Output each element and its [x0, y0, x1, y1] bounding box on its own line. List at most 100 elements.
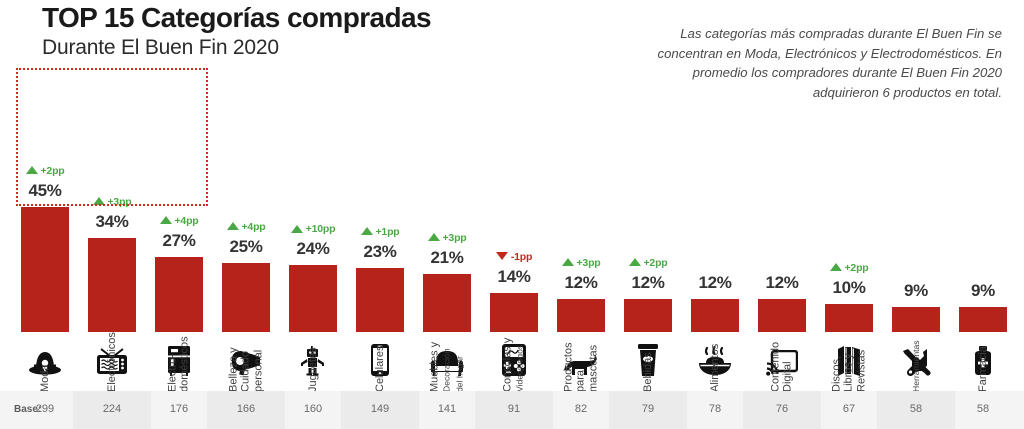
bar[interactable]	[222, 262, 270, 332]
bar-column[interactable]: +3pp 34%	[79, 58, 145, 388]
bar-value-label: 21%	[430, 247, 464, 267]
smartphone-icon	[347, 338, 413, 376]
delta-badge: +4pp	[213, 221, 279, 233]
bar-column[interactable]: -1pp 14%	[481, 58, 547, 388]
category-label: Productos para mascotas	[548, 318, 614, 392]
bar-value-label: 9%	[904, 281, 928, 300]
television-icon	[79, 338, 145, 376]
base-value: 224	[102, 403, 122, 415]
bar-value-label: 12%	[564, 272, 598, 292]
base-band	[743, 391, 821, 429]
delta-badge: +2pp	[816, 262, 882, 274]
bar[interactable]	[959, 307, 1007, 332]
bar[interactable]	[88, 237, 136, 332]
category-label-text: Electro-domésticos	[167, 336, 192, 392]
bar-value-label: 23%	[363, 242, 397, 262]
bar[interactable]	[21, 207, 69, 332]
bar-column[interactable]: +3pp 12%	[548, 58, 614, 388]
triangle-up-icon	[561, 257, 574, 266]
delta-value: -1pp	[510, 251, 533, 264]
category-label: Herramientas	[883, 318, 949, 392]
category-label: Electrónicos	[79, 318, 145, 392]
base-value: 141	[437, 403, 457, 415]
triangle-up-icon	[360, 227, 373, 236]
bar[interactable]	[423, 273, 471, 332]
base-band	[341, 391, 419, 429]
bar-column[interactable]: +2pp 10%	[816, 58, 882, 388]
bar-column[interactable]: +4pp 25%	[213, 58, 279, 388]
base-footer-row: Base: 299 224 176 166 160 149 141 91 82 79 78 76 67 5…	[0, 391, 1024, 429]
base-value: 82	[574, 403, 588, 415]
category-label-text: Moda	[39, 364, 51, 392]
bar-column[interactable]: +1pp 23%	[347, 58, 413, 388]
category-label: Celulares	[347, 318, 413, 392]
category-label-row: Moda Electrónicos Electro-domésticos Bellez…	[0, 318, 1024, 392]
triangle-up-icon	[628, 257, 641, 266]
category-label: Alimentos	[682, 318, 748, 392]
coffee-cup-icon	[615, 338, 681, 376]
category-label-line: Muebles y	[428, 341, 441, 392]
bar-column[interactable]: 12%	[682, 58, 748, 388]
base-value: 149	[370, 403, 390, 415]
base-value: 78	[708, 403, 722, 415]
category-label-line: Discos,	[830, 355, 843, 392]
bar-value-label: 14%	[497, 267, 531, 287]
delta-value: +3pp	[442, 231, 467, 244]
category-label-line: Productos	[562, 342, 575, 392]
bar[interactable]	[557, 298, 605, 332]
bar-column[interactable]: +2pp 12%	[615, 58, 681, 388]
category-label-text: Bebidas	[642, 352, 654, 392]
bar[interactable]	[155, 257, 203, 332]
bar[interactable]	[892, 307, 940, 332]
category-label: Juguetes	[280, 318, 346, 392]
delta-value: +1pp	[375, 226, 400, 239]
robot-toy-icon	[280, 338, 346, 376]
category-label-text: Juguetes	[307, 347, 319, 392]
bar-chart-plot: +2pp 45% +3pp 34% +4pp 27% +4pp 25% +10pp 24% +1pp…	[0, 58, 1024, 388]
chart-header: TOP 15 Categorías compradas Durante El B…	[0, 0, 1024, 100]
bar-value-label: 34%	[95, 211, 129, 231]
category-label-line: Juguetes	[306, 347, 319, 392]
bar[interactable]	[758, 298, 806, 332]
category-label-line: Digital	[782, 361, 794, 392]
bar[interactable]	[624, 298, 672, 332]
category-label-line: Alimentos	[708, 343, 721, 392]
delta-value: +2pp	[643, 256, 668, 269]
bar-column[interactable]: +3pp 21%	[414, 58, 480, 388]
triangle-up-icon	[92, 196, 105, 205]
category-label-line: Consolas y	[501, 337, 514, 392]
screencast-icon	[749, 338, 815, 376]
delta-badge: +3pp	[79, 196, 145, 208]
category-label: Contenido Digital	[749, 318, 815, 392]
bar[interactable]	[490, 293, 538, 332]
bar-column[interactable]: +2pp 45%	[12, 58, 78, 388]
category-label-line: Revistas	[855, 349, 868, 392]
bar-value-label: 10%	[832, 278, 866, 298]
delta-badge: -1pp	[481, 251, 547, 263]
triangle-up-icon	[159, 216, 172, 225]
category-label-text: Belleza y Cuidado personal	[227, 347, 264, 392]
category-label-line: mascotas	[587, 344, 600, 392]
bar[interactable]	[289, 265, 337, 332]
category-label: Moda	[12, 318, 78, 392]
bar[interactable]	[356, 268, 404, 332]
bar[interactable]	[825, 304, 873, 332]
category-label: Discos, Libros y Revistas	[816, 318, 882, 392]
bar-column[interactable]: 12%	[749, 58, 815, 388]
bar[interactable]	[691, 298, 739, 332]
bar-column[interactable]: +10pp 24%	[280, 58, 346, 388]
base-value: 91	[507, 403, 521, 415]
category-label-text: Farmacia	[977, 346, 989, 392]
bar-column[interactable]: 9%	[883, 58, 949, 388]
category-label-line: Libros y	[842, 353, 855, 392]
bar-column[interactable]: 9%	[950, 58, 1016, 388]
page-subtitle: Durante El Buen Fin 2020	[42, 36, 279, 59]
category-label-line: Videojuegos	[515, 344, 525, 392]
category-label-text: Electrónicos	[106, 332, 118, 392]
category-label-line: Herramientas	[910, 340, 921, 392]
delta-badge: +2pp	[615, 257, 681, 269]
category-label-text: Discos, Libros y Revistas	[830, 350, 867, 392]
bar-column[interactable]: +4pp 27%	[146, 58, 212, 388]
category-label-text: Herramientas	[910, 340, 922, 392]
dog-icon	[548, 338, 614, 376]
